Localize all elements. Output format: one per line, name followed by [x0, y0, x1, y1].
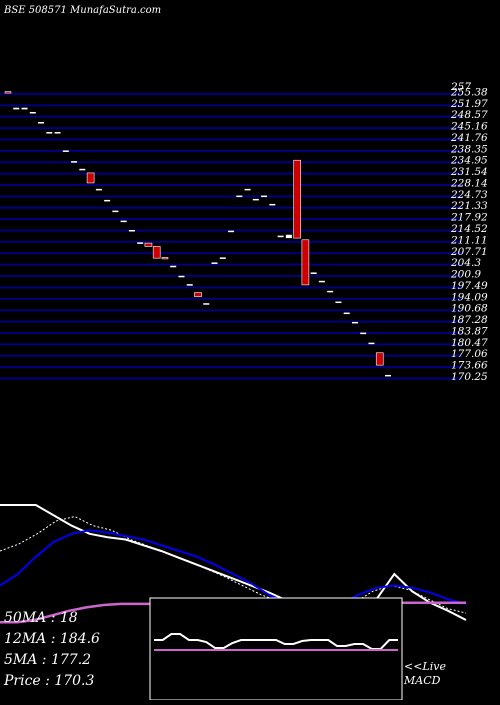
- ma12-label: 12MA : 184.6: [4, 631, 100, 647]
- candle: [128, 229, 135, 232]
- chart-header: BSE 508571 MunafaSutra.com: [4, 5, 161, 16]
- candle: [228, 230, 235, 233]
- y-tick-label: 224.73: [450, 189, 488, 201]
- candle: [327, 290, 334, 293]
- candle: [335, 301, 342, 304]
- y-tick-label: 211.11: [450, 234, 488, 246]
- candle: [21, 107, 28, 110]
- y-tick-label: 200.9: [450, 269, 481, 281]
- live-link[interactable]: <<Live: [404, 660, 446, 673]
- candle: [62, 150, 69, 152]
- macd-title: MACD: [404, 674, 441, 687]
- candle: [293, 159, 301, 239]
- candle: [120, 220, 127, 223]
- candle: [244, 188, 251, 191]
- candle: [4, 91, 12, 94]
- y-tick-label: 197.49: [451, 280, 488, 292]
- candle: [203, 303, 210, 305]
- candle: [343, 312, 350, 315]
- candle: [269, 203, 276, 206]
- candle: [95, 188, 102, 191]
- candle: [152, 246, 161, 259]
- candle: [375, 352, 384, 366]
- y-tick-label: 173.66: [451, 360, 488, 372]
- candle: [170, 265, 177, 268]
- candle: [86, 172, 95, 184]
- y-tick-label: 234.95: [450, 155, 488, 167]
- y-tick-label: 177.06: [451, 348, 488, 360]
- y-tick-label: 190.68: [451, 303, 488, 315]
- y-tick-label: 194.09: [451, 291, 488, 303]
- y-tick-label: 251.97: [450, 98, 488, 110]
- candle: [368, 342, 375, 345]
- y-tick-label: 248.57: [450, 109, 488, 121]
- y-tick-label: 257: [450, 81, 471, 93]
- candle: [385, 374, 391, 377]
- candle: [178, 275, 185, 278]
- macd-series-line: [154, 633, 398, 650]
- y-tick-label: 221.33: [450, 200, 488, 212]
- y-tick-label: 180.47: [451, 337, 488, 349]
- candle: [194, 292, 202, 297]
- candle: [360, 332, 367, 335]
- y-tick-label: 204.3: [450, 257, 481, 269]
- candle: [285, 234, 292, 239]
- moving-average-panel: 50MA : 18 12MA : 184.6 5MA : 177.2 Price…: [4, 608, 100, 692]
- y-tick-label: 170.25: [451, 371, 488, 383]
- candle: [144, 242, 153, 247]
- y-tick-label: 187.28: [451, 314, 488, 326]
- stock-code: BSE 508571: [4, 5, 67, 16]
- price-label: Price : 170.3: [4, 673, 95, 689]
- candle: [351, 321, 358, 324]
- candle: [79, 168, 86, 171]
- macd-live-label[interactable]: <<Live MACD: [404, 660, 446, 688]
- candle: [104, 199, 111, 202]
- candle: [318, 280, 325, 283]
- y-tick-label: 217.92: [450, 212, 488, 224]
- y-tick-label: 207.71: [450, 246, 488, 258]
- ma5-label: 5MA : 177.2: [4, 652, 92, 668]
- candle: [252, 198, 259, 201]
- y-tick-label: 241.76: [450, 132, 488, 144]
- candle: [161, 257, 169, 260]
- candle: [54, 132, 61, 134]
- candle: [71, 161, 78, 163]
- candle: [29, 111, 36, 114]
- ma-series-line: [0, 504, 467, 622]
- candle: [236, 195, 243, 198]
- y-tick-label: 255.38: [450, 86, 488, 98]
- y-tick-label: 231.54: [450, 166, 488, 178]
- y-tick-label: 183.87: [451, 325, 488, 337]
- candle: [277, 235, 284, 238]
- y-tick-label: 245.16: [450, 121, 488, 133]
- candle: [112, 210, 119, 213]
- candle: [310, 272, 317, 274]
- candle: [301, 239, 310, 286]
- ma50-label: 50MA : 18: [4, 610, 78, 626]
- y-tick-label: 228.14: [450, 177, 488, 189]
- candle: [261, 195, 268, 198]
- y-tick-label: 214.52: [450, 223, 488, 235]
- candle: [211, 262, 218, 264]
- candle: [219, 257, 226, 259]
- site-name: MunafaSutra.com: [70, 5, 162, 16]
- candle: [38, 122, 45, 124]
- candle: [186, 284, 193, 286]
- y-tick-label: 238.35: [450, 143, 488, 155]
- candle: [137, 242, 144, 244]
- ma-series-line: [0, 529, 467, 612]
- candle: [13, 107, 20, 110]
- candle: [46, 132, 53, 134]
